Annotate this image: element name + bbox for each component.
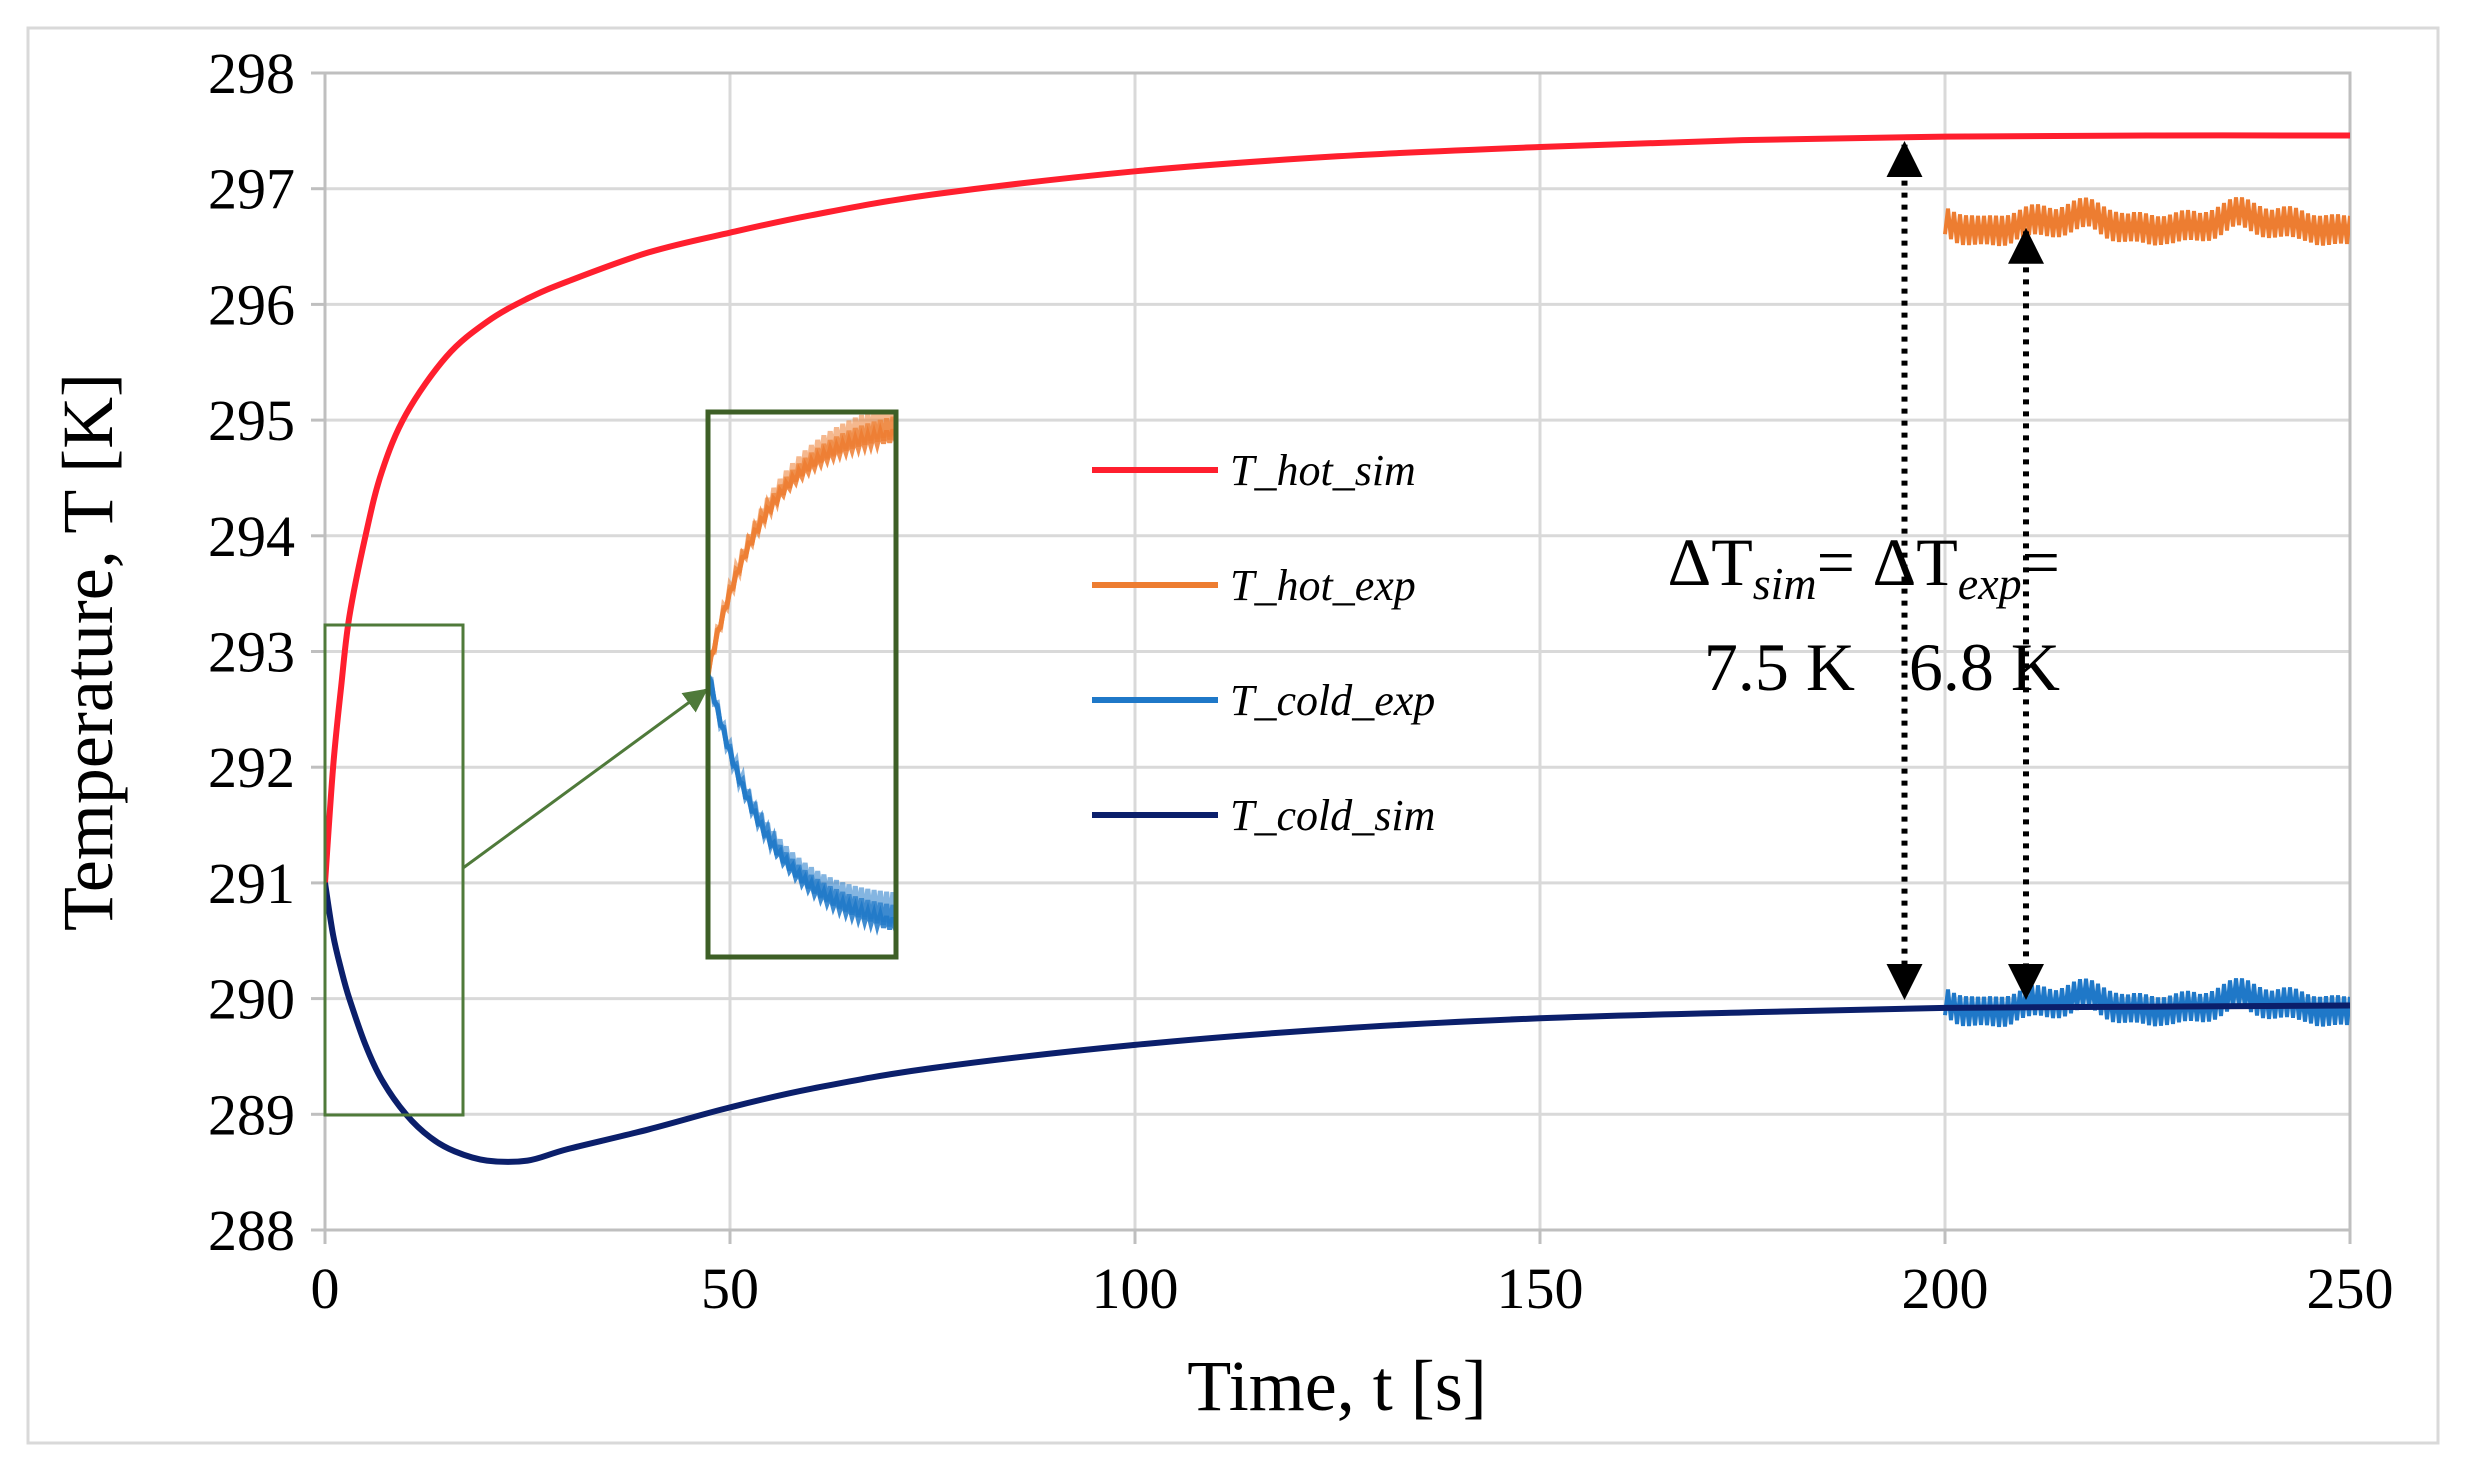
x-tick-label: 250 (2307, 1256, 2394, 1321)
y-tick-label: 292 (208, 735, 295, 800)
x-tick-label: 150 (1497, 1256, 1584, 1321)
x-tick-labels: 0 50 100 150 200 250 (311, 1256, 2394, 1321)
x-tick-label: 0 (311, 1256, 340, 1321)
y-tick-label: 297 (208, 157, 295, 222)
dT_exp-label: ΔTexp= (1873, 524, 2060, 609)
y-tick-label: 295 (208, 388, 295, 453)
y-tick-labels: 288 289 290 291 292 293 294 295 296 297 298 (208, 41, 295, 1263)
dT_sim-label: ΔTsim= (1667, 524, 1855, 609)
x-tick-label: 100 (1092, 1256, 1179, 1321)
dT_sim-subscript: sim (1753, 558, 1817, 609)
y-axis-title-text: Temperature, T [K] (48, 373, 128, 931)
zoom-arrow (462, 688, 708, 870)
series-group (325, 132, 2350, 1165)
series-t-hot-sim-line (325, 132, 2350, 884)
y-tick-label: 290 (208, 967, 295, 1032)
inset-cold-exp-trace (708, 673, 896, 936)
x-axis-title: Time, t [s] (1187, 1346, 1486, 1426)
series-t-cold-sim-line (325, 882, 2350, 1165)
dT_exp-equals: = (2022, 524, 2060, 600)
dT_exp-subscript: exp (1958, 558, 2022, 609)
y-tick-label: 291 (208, 851, 295, 916)
y-tick-label: 294 (208, 504, 295, 569)
legend: T_hot_sim T_hot_exp T_cold_exp T_cold_sim (1092, 446, 1435, 840)
legend-label: T_hot_sim (1230, 446, 1416, 495)
inset-hot-exp-trace (708, 421, 896, 675)
y-tick-label: 288 (208, 1198, 295, 1263)
legend-label: T_hot_exp (1230, 561, 1416, 610)
y-tick-label: 296 (208, 272, 295, 337)
y-axis-title: Temperature, T [K] (48, 373, 128, 931)
legend-label: T_cold_sim (1230, 791, 1435, 840)
dT_exp-value: 6.8 K (1909, 629, 2060, 705)
legend-label: T_cold_exp (1230, 676, 1435, 725)
y-tick-label: 289 (208, 1082, 295, 1147)
dT_sim-equals: = (1817, 524, 1855, 600)
zoom-inset (708, 412, 896, 936)
dT_sim-delta: ΔT (1667, 524, 1752, 600)
zoom-source-box (323, 623, 465, 1117)
x-tick-label: 200 (1902, 1256, 1989, 1321)
y-tick-label: 293 (208, 620, 295, 685)
dT_sim-value: 7.5 K (1704, 629, 1855, 705)
zoom-inset-border (705, 409, 899, 960)
x-tick-label: 50 (701, 1256, 759, 1321)
x-axis-title-text: Time, t [s] (1187, 1346, 1486, 1426)
y-tick-label: 298 (208, 41, 295, 106)
dT_exp-delta: ΔT (1873, 524, 1958, 600)
